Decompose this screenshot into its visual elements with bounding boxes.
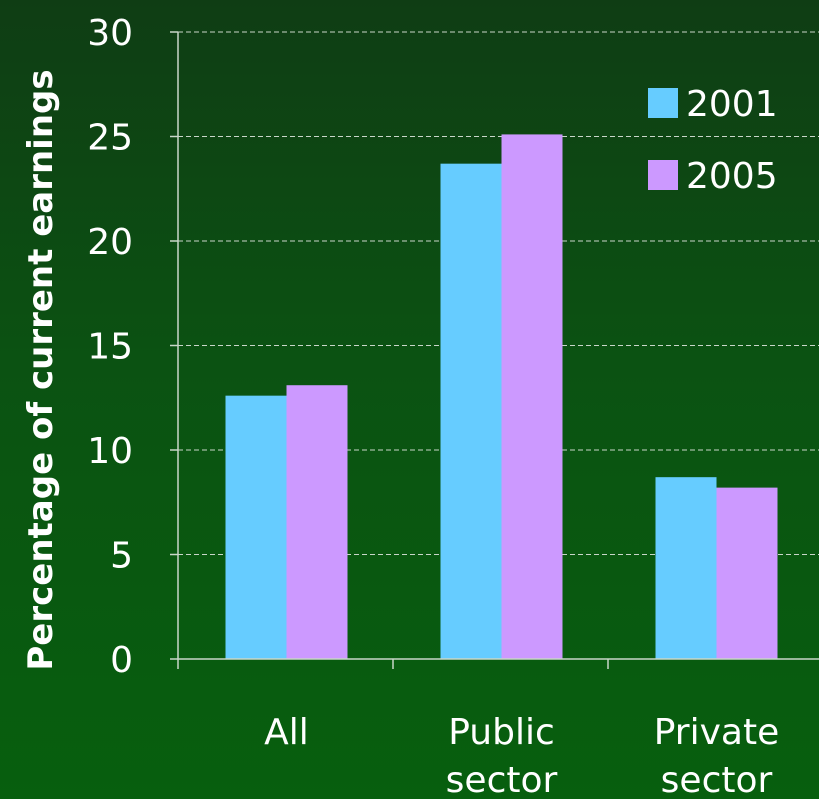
bar-2005-1: [501, 134, 563, 659]
bar-2005-0: [286, 385, 348, 659]
bar-2005-2: [716, 487, 778, 659]
labels: 0 5 10 15 20 25 30 All Public sector Private sector: [87, 13, 779, 799]
y-tick-label-30: 30: [87, 13, 133, 54]
bar-2001-2: [655, 477, 717, 659]
y-tick-label-0: 0: [110, 640, 133, 681]
legend-label-2005: 2005: [686, 156, 778, 197]
y-axis-label: Percentage of current earnings: [21, 69, 61, 670]
x-tick-label-2: Private sector: [654, 712, 780, 799]
y-tick-label-20: 20: [87, 222, 133, 263]
legend-label-2001: 2001: [686, 84, 778, 125]
y-tick-label-15: 15: [87, 327, 133, 368]
bar-2001-1: [440, 163, 502, 660]
axes: [170, 31, 819, 669]
x-tick-label-0: All: [264, 712, 309, 753]
legend-swatch-2005: [648, 160, 678, 190]
x-tick-label-1: Public sector: [446, 712, 558, 799]
y-tick-label-25: 25: [87, 118, 133, 159]
bar-2001-0: [225, 395, 287, 659]
legend: 2001 2005: [648, 84, 778, 197]
legend-swatch-2001: [648, 88, 678, 118]
y-tick-label-5: 5: [110, 536, 133, 577]
y-tick-label-10: 10: [87, 431, 133, 472]
bars: [225, 134, 778, 660]
